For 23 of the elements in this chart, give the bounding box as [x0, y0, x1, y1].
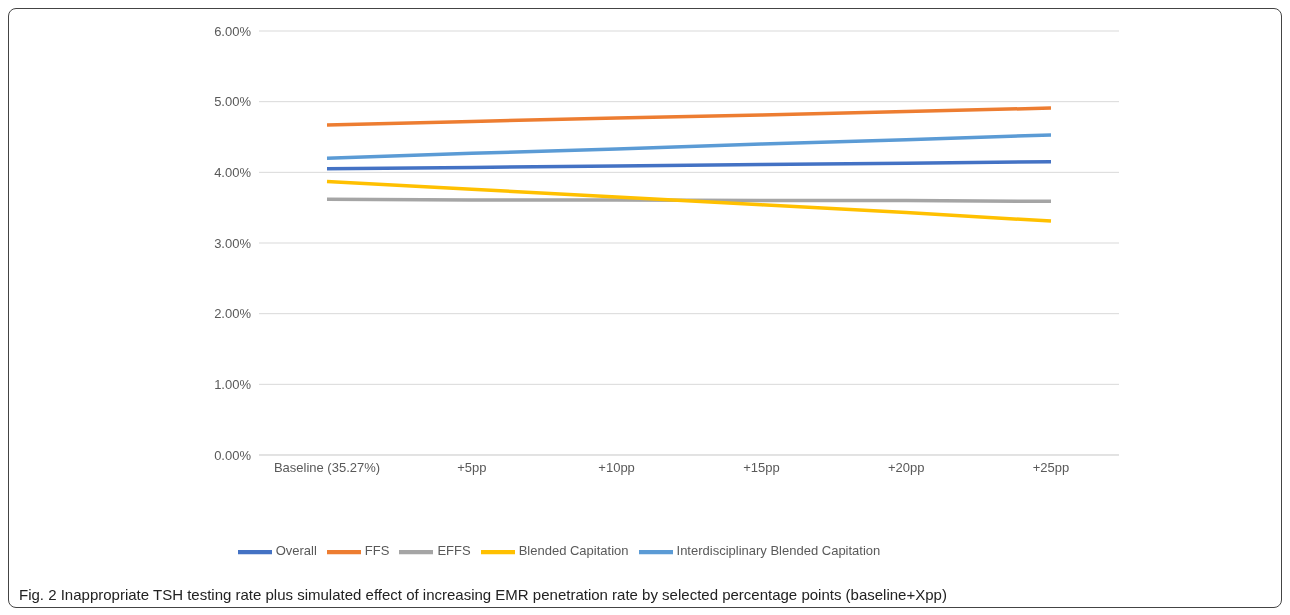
line-series [325, 106, 1053, 127]
x-tick-label: +5pp [457, 460, 487, 476]
legend-label: Overall [275, 543, 317, 559]
legend-label: Blended Capitation [518, 543, 629, 559]
y-tick-label: 6.00% [214, 23, 252, 39]
line-series [325, 179, 1053, 223]
line-series [325, 159, 1053, 171]
legend-label: Interdisciplinary Blended Capitation [676, 543, 881, 559]
legend-label: FFS [364, 543, 390, 559]
x-tick-label: +25pp [1032, 460, 1070, 476]
y-tick-label: 2.00% [214, 306, 252, 322]
y-tick-label: 3.00% [214, 235, 252, 251]
x-tick-label: +20pp [887, 460, 925, 476]
x-tick-label: Baseline (35.27%) [273, 460, 381, 476]
caption: Fig. 2 Inappropriate TSH testing rate plus simulated effect of increasing EMR penetration rate by selected percentage points (baseline+Xpp) [19, 586, 947, 603]
x-tick-label: +15pp [743, 460, 780, 476]
x-tick-label: +10pp [598, 460, 635, 476]
y-tick-label: 4.00% [214, 164, 252, 180]
y-tick-label: 5.00% [214, 94, 252, 110]
legend-label: EFFS [437, 543, 471, 559]
y-tick-label: 1.00% [214, 376, 252, 392]
y-tick-label: 0.00% [214, 447, 252, 463]
line-series [325, 133, 1053, 160]
